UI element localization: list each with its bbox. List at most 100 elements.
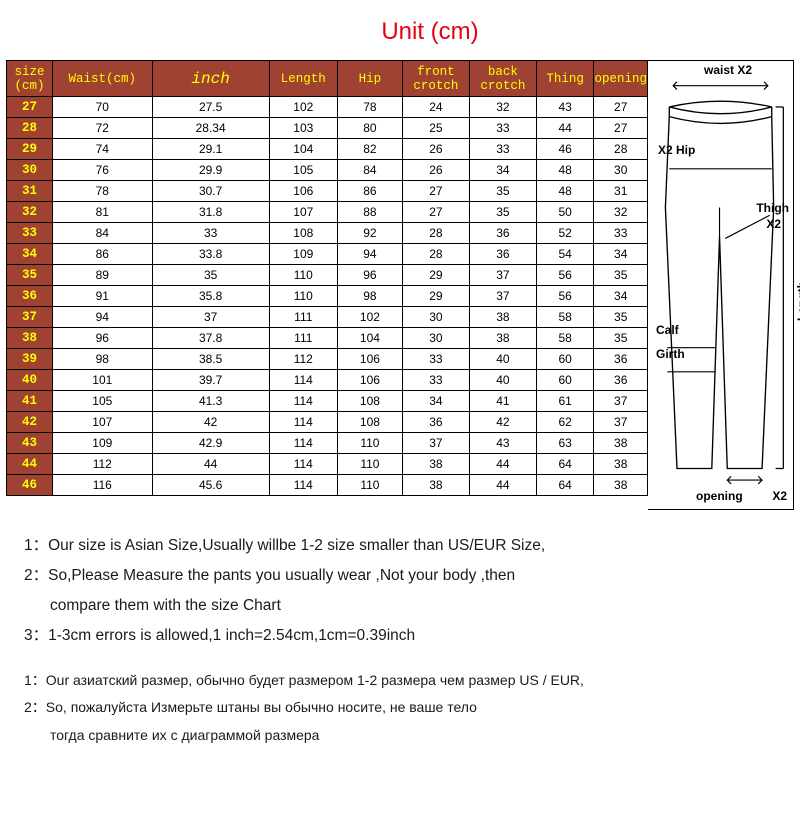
label-hip: X2 Hip (658, 143, 695, 157)
data-cell: 28 (402, 223, 469, 244)
data-cell: 33 (469, 118, 536, 139)
data-cell: 33.8 (152, 244, 269, 265)
data-cell: 42.9 (152, 433, 269, 454)
data-cell: 37 (469, 265, 536, 286)
data-cell: 38 (594, 454, 648, 475)
size-cell: 38 (7, 328, 53, 349)
note-en-2b: compare them with the size Chart (24, 594, 776, 618)
data-cell: 104 (269, 139, 337, 160)
table-row: 369135.81109829375634 (7, 286, 648, 307)
data-cell: 28 (594, 139, 648, 160)
data-cell: 31.8 (152, 202, 269, 223)
size-chart-page: Unit (cm) size(cm)Waist(cm)inchLengthHip… (0, 18, 800, 747)
data-cell: 103 (269, 118, 337, 139)
data-cell: 30 (402, 307, 469, 328)
data-cell: 34 (594, 286, 648, 307)
table-row: 37943711110230385835 (7, 307, 648, 328)
data-cell: 32 (469, 97, 536, 118)
data-cell: 37 (594, 412, 648, 433)
data-cell: 112 (269, 349, 337, 370)
size-cell: 41 (7, 391, 53, 412)
size-cell: 44 (7, 454, 53, 475)
size-cell: 29 (7, 139, 53, 160)
table-row: 399838.511210633406036 (7, 349, 648, 370)
data-cell: 36 (594, 349, 648, 370)
data-cell: 58 (536, 328, 593, 349)
size-cell: 27 (7, 97, 53, 118)
data-cell: 110 (269, 286, 337, 307)
data-cell: 112 (52, 454, 152, 475)
data-cell: 114 (269, 475, 337, 496)
col-header-waist: Waist(cm) (52, 61, 152, 97)
data-cell: 32 (594, 202, 648, 223)
label-waist: waist X2 (704, 63, 752, 77)
data-cell: 61 (536, 391, 593, 412)
data-cell: 82 (337, 139, 402, 160)
data-cell: 35 (469, 202, 536, 223)
data-cell: 111 (269, 328, 337, 349)
data-cell: 26 (402, 160, 469, 181)
data-cell: 37 (594, 391, 648, 412)
data-cell: 96 (52, 328, 152, 349)
data-cell: 27 (594, 118, 648, 139)
data-cell: 40 (469, 349, 536, 370)
data-cell: 91 (52, 286, 152, 307)
data-cell: 105 (269, 160, 337, 181)
data-cell: 98 (52, 349, 152, 370)
col-header-inch: inch (152, 61, 269, 97)
size-cell: 39 (7, 349, 53, 370)
data-cell: 38 (402, 454, 469, 475)
size-cell: 33 (7, 223, 53, 244)
data-cell: 25 (402, 118, 469, 139)
note-ru-2: 2：So, пожалуйста Измерьте штаны вы обычн… (24, 697, 776, 719)
data-cell: 48 (536, 181, 593, 202)
data-cell: 58 (536, 307, 593, 328)
table-row: 4310942.911411037436338 (7, 433, 648, 454)
size-table: size(cm)Waist(cm)inchLengthHipfrontcrotc… (6, 60, 648, 496)
data-cell: 76 (52, 160, 152, 181)
data-cell: 74 (52, 139, 152, 160)
data-cell: 29.1 (152, 139, 269, 160)
note-en-2: 2：So,Please Measure the pants you usuall… (24, 564, 776, 588)
data-cell: 110 (337, 475, 402, 496)
data-cell: 30 (402, 328, 469, 349)
data-cell: 92 (337, 223, 402, 244)
size-cell: 37 (7, 307, 53, 328)
data-cell: 27 (594, 97, 648, 118)
data-cell: 52 (536, 223, 593, 244)
data-cell: 107 (269, 202, 337, 223)
size-cell: 42 (7, 412, 53, 433)
data-cell: 60 (536, 370, 593, 391)
col-header-front_crotch: frontcrotch (402, 61, 469, 97)
label-thigh1: Thigh (756, 201, 789, 215)
data-cell: 46 (536, 139, 593, 160)
data-cell: 70 (52, 97, 152, 118)
data-cell: 109 (52, 433, 152, 454)
data-cell: 44 (536, 118, 593, 139)
label-calf: Calf (656, 323, 679, 337)
data-cell: 45.6 (152, 475, 269, 496)
data-cell: 64 (536, 475, 593, 496)
data-cell: 104 (337, 328, 402, 349)
data-cell: 106 (337, 370, 402, 391)
table-row: 4110541.311410834416137 (7, 391, 648, 412)
size-cell: 43 (7, 433, 53, 454)
data-cell: 40 (469, 370, 536, 391)
label-length: Length (795, 281, 800, 321)
data-cell: 102 (337, 307, 402, 328)
size-cell: 40 (7, 370, 53, 391)
data-cell: 33 (402, 349, 469, 370)
data-cell: 106 (337, 349, 402, 370)
table-row: 277027.51027824324327 (7, 97, 648, 118)
data-cell: 56 (536, 286, 593, 307)
data-cell: 33 (469, 139, 536, 160)
data-cell: 44 (469, 454, 536, 475)
data-cell: 102 (269, 97, 337, 118)
label-opening: opening (696, 489, 743, 503)
data-cell: 110 (337, 433, 402, 454)
data-cell: 48 (536, 160, 593, 181)
data-cell: 114 (269, 433, 337, 454)
data-cell: 114 (269, 391, 337, 412)
data-cell: 108 (269, 223, 337, 244)
data-cell: 29 (402, 286, 469, 307)
